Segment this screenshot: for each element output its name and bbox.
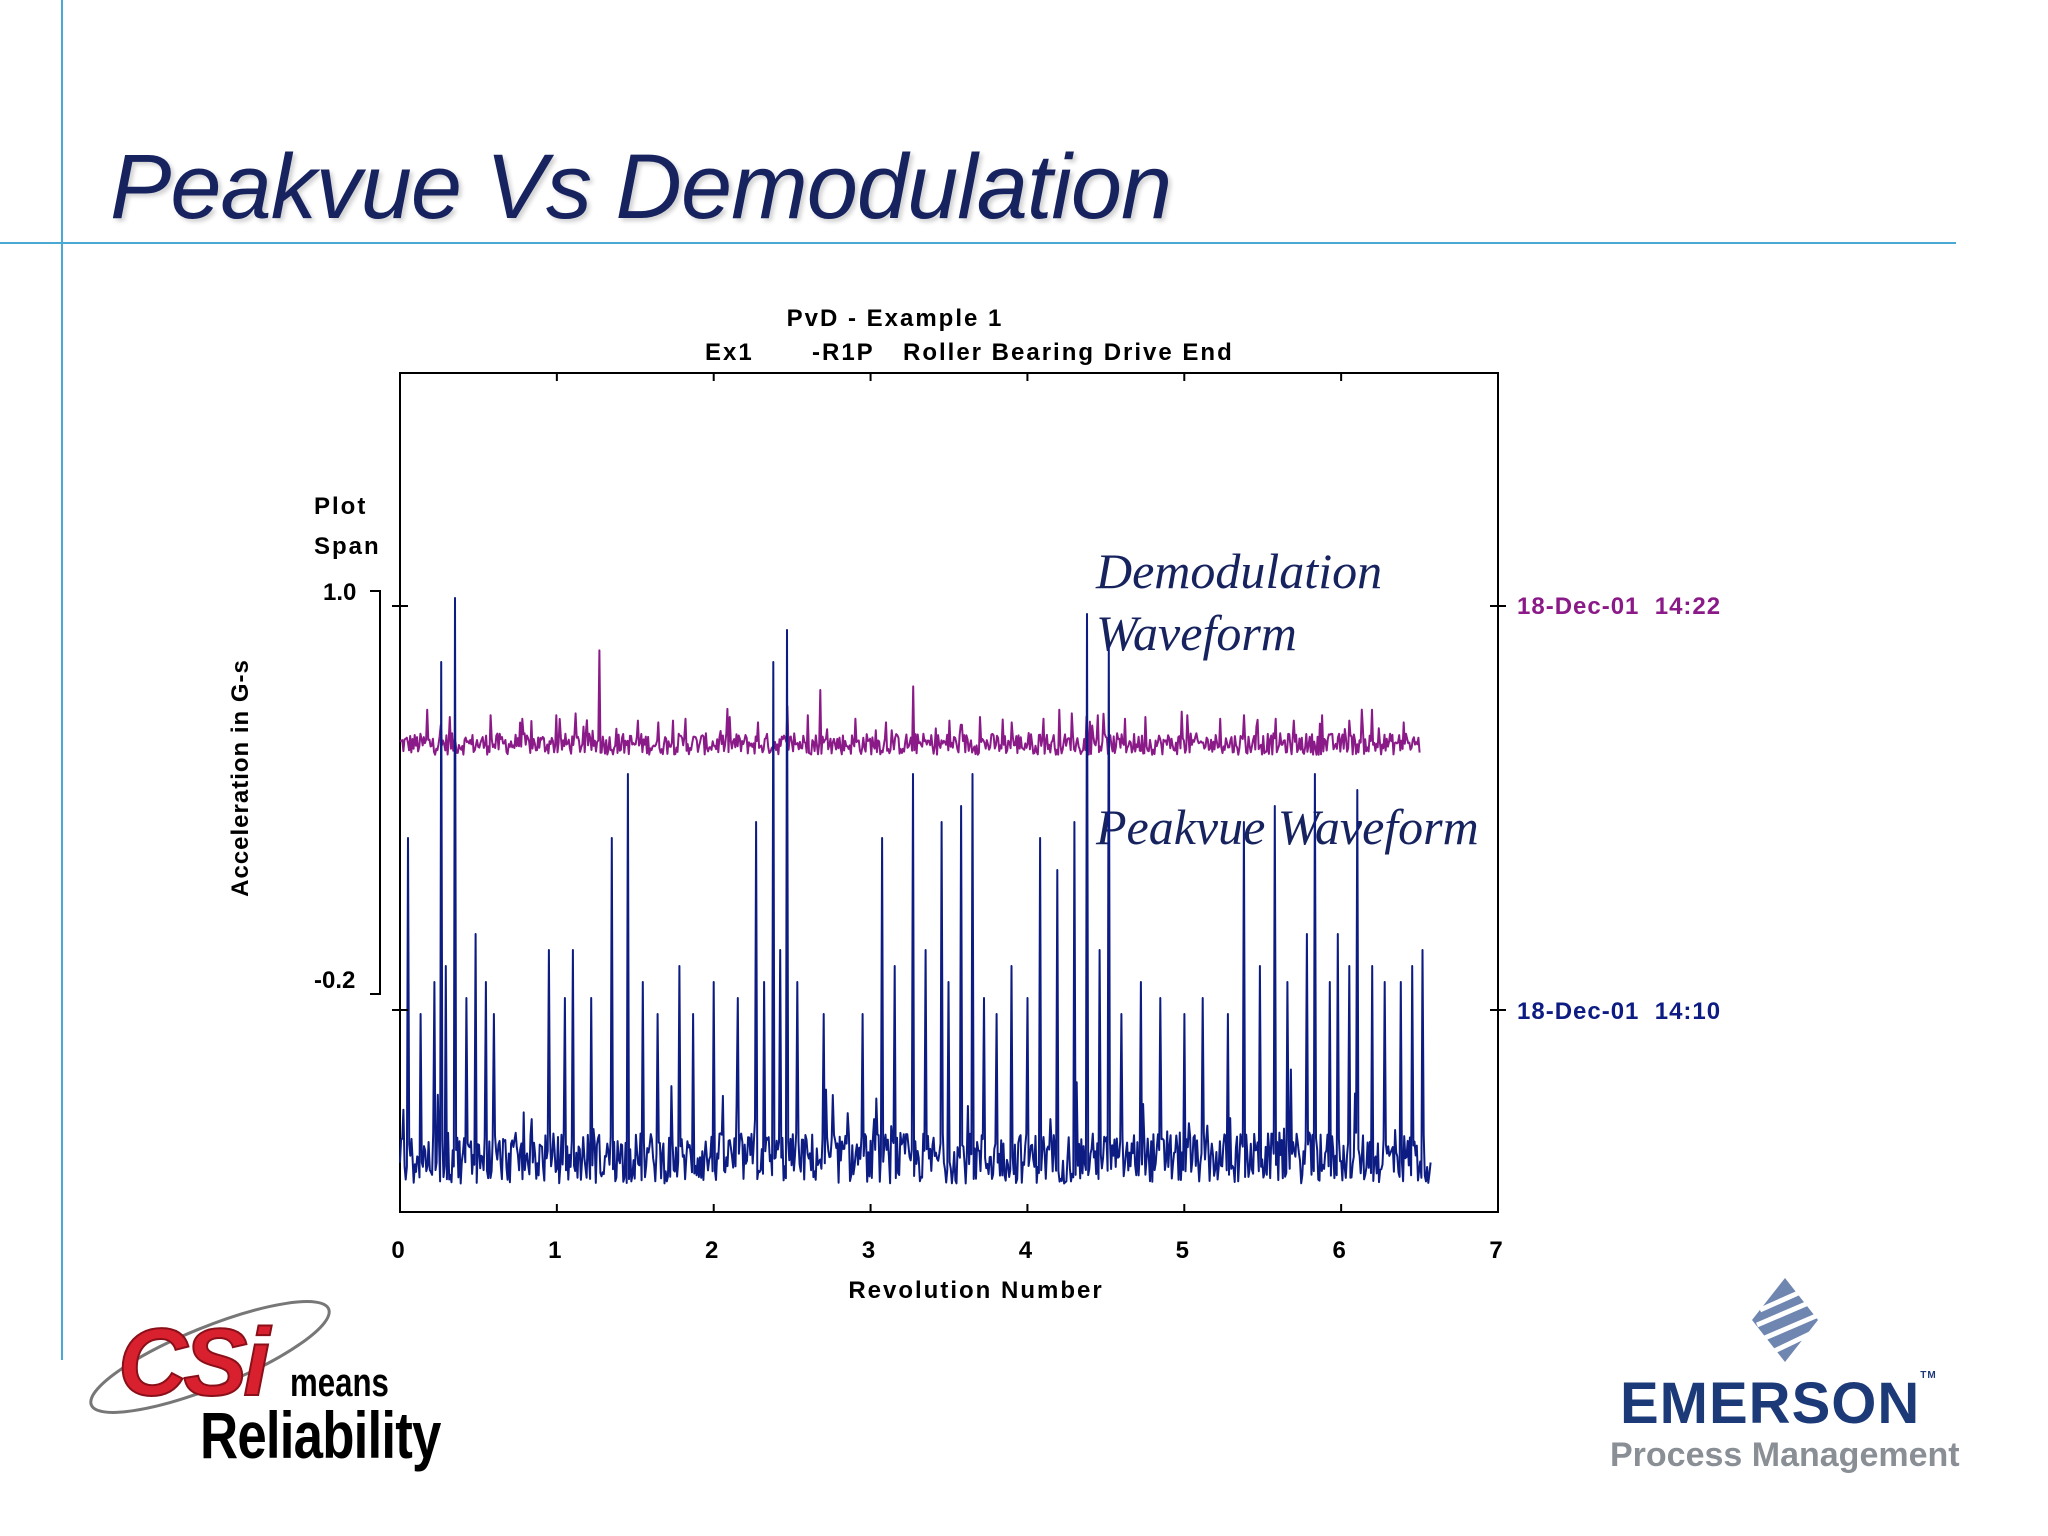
plot-span-label-line2: Span xyxy=(314,533,381,560)
annotation-demod-line1: Demodulation xyxy=(1095,543,1382,599)
series-timestamp-demod: 18-Dec-01 14:22 xyxy=(1517,593,1721,620)
chart-title: PvD - Example 1 xyxy=(787,305,1004,332)
left-accent-line xyxy=(61,0,63,1360)
x-tick-label: 1 xyxy=(548,1237,561,1264)
annotation-demod-line2: Waveform xyxy=(1096,605,1297,661)
csi-logo-reliability: Reliability xyxy=(200,1398,441,1472)
chart-subtitle-point: -R1P xyxy=(812,339,875,366)
csi-logo-brand: CSi xyxy=(118,1309,272,1416)
x-tick-label: 7 xyxy=(1489,1237,1502,1264)
plot-span-bracket xyxy=(370,590,381,995)
emerson-logo-subtitle: Process Management xyxy=(1610,1436,1960,1474)
plot-span-bottom-value: -0.2 xyxy=(314,967,355,994)
x-tick-label: 0 xyxy=(391,1237,404,1264)
x-tick-label: 6 xyxy=(1332,1237,1345,1264)
emerson-diamond-icon xyxy=(1752,1278,1818,1362)
plot-span-label-line1: Plot xyxy=(314,493,367,520)
plot-span-top-value: 1.0 xyxy=(323,579,356,606)
x-axis-label: Revolution Number xyxy=(848,1277,1103,1304)
x-tick-label: 4 xyxy=(1019,1237,1033,1264)
series-line-demodulation xyxy=(399,649,1421,756)
x-tick-label: 5 xyxy=(1176,1237,1189,1264)
y-axis-label: Acceleration in G-s xyxy=(227,659,254,897)
chart-subtitle-desc: Roller Bearing Drive End xyxy=(903,339,1234,366)
x-tick-label: 3 xyxy=(862,1237,875,1264)
annotation-peakvue: Peakvue Waveform xyxy=(1095,799,1479,855)
csi-logo-means: means xyxy=(290,1361,389,1405)
series-timestamp-peakvue: 18-Dec-01 14:10 xyxy=(1517,998,1721,1025)
emerson-logo: EMERSONTM Process Management xyxy=(1600,1270,1980,1480)
chart-subtitle-ex: Ex1 xyxy=(705,339,754,366)
csi-logo: CSi means Reliability xyxy=(80,1295,510,1485)
x-tick-label: 2 xyxy=(705,1237,718,1264)
marker-layer xyxy=(392,605,1506,1011)
series-layer xyxy=(399,597,1432,1185)
slide-title: Peakvue Vs Demodulation xyxy=(110,136,1172,238)
plot-area-frame xyxy=(399,372,1499,1213)
series-line-peakvue xyxy=(399,597,1432,1185)
emerson-logo-name: EMERSONTM xyxy=(1620,1370,1937,1436)
title-underline xyxy=(0,242,1956,244)
x-axis-ticks: 0 1 2 3 4 5 6 7 xyxy=(391,373,1503,1264)
